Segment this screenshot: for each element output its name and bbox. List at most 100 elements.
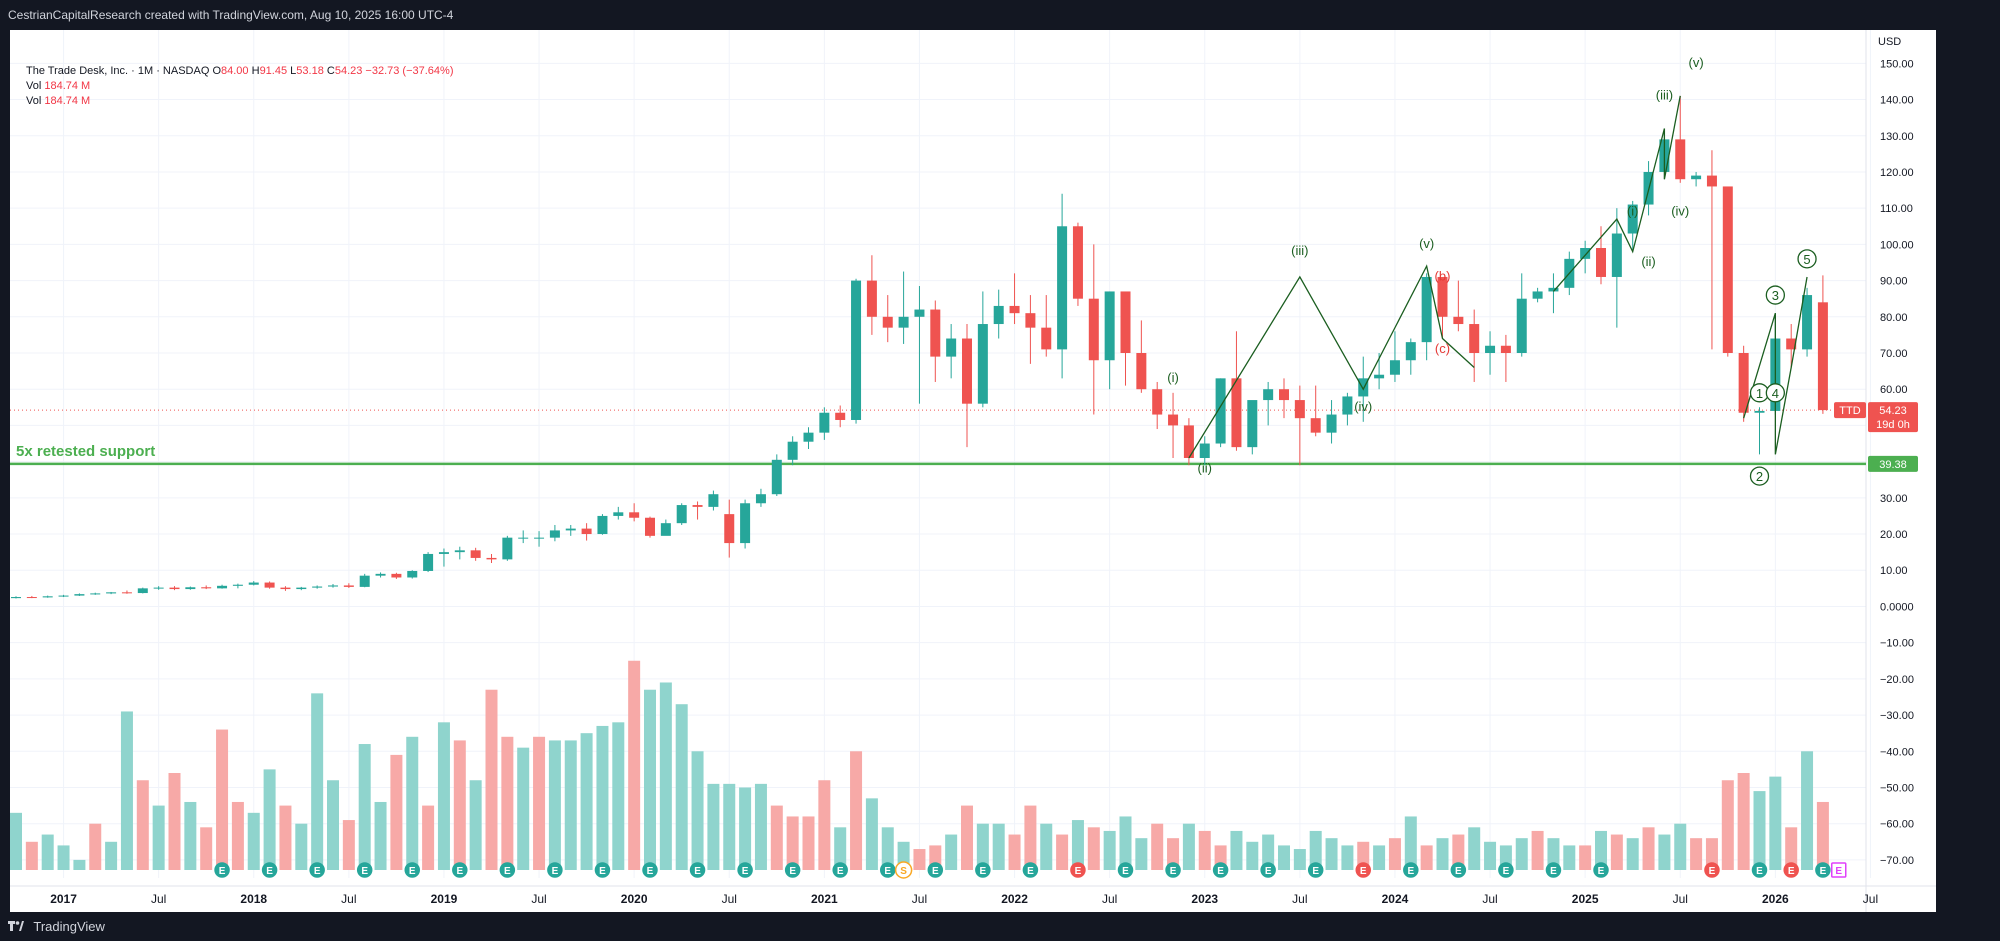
earnings-marker (1070, 862, 1086, 878)
candle-body (1057, 226, 1068, 350)
candle-body (1627, 204, 1638, 234)
tradingview-logo-icon[interactable] (8, 912, 24, 941)
volume-value: 184.74 M (44, 95, 91, 107)
volume-bar (1547, 838, 1560, 870)
candle-body (121, 592, 132, 594)
volume-bar (596, 725, 609, 870)
ticker-tag-text: TTD (1839, 405, 1860, 417)
earnings-marker-label: E (980, 866, 987, 877)
y-tick-label: −50.00 (1880, 782, 1914, 794)
wave-label: (ii) (1198, 460, 1212, 475)
earnings-marker (261, 862, 278, 878)
volume-bar (469, 780, 482, 870)
wave-circle (1797, 249, 1817, 269)
wave-label: (c) (1435, 341, 1450, 356)
earnings-marker-label: E (552, 866, 559, 877)
y-tick-label: 110.00 (1880, 203, 1913, 215)
volume-bar (437, 722, 450, 870)
y-tick-label: 30.00 (1880, 493, 1908, 505)
candle-body (1421, 276, 1432, 343)
earnings-marker-label: E (456, 866, 463, 877)
y-tick-label: −30.00 (1880, 710, 1914, 722)
volume-bar (57, 845, 70, 870)
volume-bar (25, 841, 38, 870)
elliott-wave-line (1743, 276, 1808, 455)
close-value: 54.23 (334, 65, 363, 77)
symbol-title[interactable]: The Trade Desk, Inc. · 1M · NASDAQ (26, 65, 210, 77)
wave-label: (ii) (1641, 254, 1655, 269)
earnings-marker-label: E (266, 866, 273, 877)
candle-body (153, 587, 164, 589)
high-value: 91.45 (259, 65, 288, 77)
chart-panel[interactable]: The Trade Desk, Inc. · 1M · NASDAQ O84.0… (10, 30, 1936, 912)
volume-bar (992, 823, 1005, 870)
volume-bar (1182, 823, 1195, 870)
candle-body (692, 505, 703, 507)
earnings-marker-label: E (599, 866, 606, 877)
earnings-marker (1212, 862, 1229, 878)
volume-bar (453, 740, 466, 870)
y-tick-label: 60.00 (1880, 384, 1908, 396)
volume-bar (976, 823, 989, 870)
volume-bar (1801, 751, 1814, 870)
candle-body (946, 338, 957, 357)
candle-body (1532, 291, 1543, 299)
volume-bar (1151, 823, 1164, 870)
candle-body (454, 550, 465, 553)
candle-body (962, 338, 972, 404)
volume-bar (1785, 827, 1798, 870)
support-line-label: 5x retested support (16, 443, 155, 460)
x-tick-label: Jul (1673, 892, 1688, 906)
volume-label[interactable]: Vol (26, 80, 42, 92)
candle-body (1009, 305, 1020, 314)
wave-label: (v) (1689, 55, 1704, 70)
candle-body (993, 305, 1004, 325)
candle-body (1263, 389, 1274, 401)
attribution-text: CestrianCapitalResearch created with Tra… (8, 8, 454, 22)
high-label: H (251, 65, 260, 77)
earnings-marker-label: E (1027, 866, 1034, 877)
wave-circle-label: 3 (1772, 288, 1779, 303)
candle-body (1104, 291, 1115, 361)
earnings-marker-label: S (900, 866, 907, 877)
candle-body (359, 575, 370, 587)
candle-body (755, 494, 766, 504)
volume-bar (200, 827, 213, 870)
volume-bar (358, 744, 371, 870)
candle-body (1580, 248, 1591, 259)
candle-body (42, 596, 53, 598)
volume-bar (136, 780, 149, 870)
candle-body (565, 528, 576, 531)
x-tick-label: Jul (151, 892, 166, 906)
earnings-marker (784, 862, 801, 878)
volume-bar (1769, 776, 1782, 870)
y-tick-label: 90.00 (1880, 276, 1908, 288)
volume-bar (1579, 845, 1592, 870)
candle-body (26, 597, 37, 599)
volume-bar (754, 783, 767, 870)
elliott-wave-line (1188, 264, 1475, 459)
candle-body (502, 537, 513, 560)
candle-body (1817, 302, 1828, 411)
symbol-legend: The Trade Desk, Inc. · 1M · NASDAQ O84.0… (26, 64, 454, 109)
elliott-wave-line (1552, 95, 1681, 292)
earnings-marker-label: E (1709, 866, 1716, 877)
volume-bar (1167, 838, 1180, 870)
earnings-marker-label: E (1835, 866, 1842, 877)
candle-body (470, 550, 481, 558)
volume-bar (327, 780, 339, 870)
candle-body (1691, 175, 1702, 180)
split-marker (894, 861, 913, 879)
earnings-marker (880, 862, 896, 878)
candle-body (1611, 233, 1622, 277)
candle-body (264, 582, 275, 588)
candle-body (1437, 276, 1448, 317)
earnings-marker (594, 862, 611, 878)
volume-bar (802, 816, 815, 870)
price-chart[interactable]: USD150.00140.00130.00120.00110.00100.009… (10, 30, 1936, 912)
x-tick-label: 2022 (1001, 892, 1028, 906)
volume-bar (263, 769, 276, 870)
earnings-marker (832, 862, 848, 878)
volume-label[interactable]: Vol (26, 95, 42, 107)
candle-body (1722, 186, 1733, 353)
